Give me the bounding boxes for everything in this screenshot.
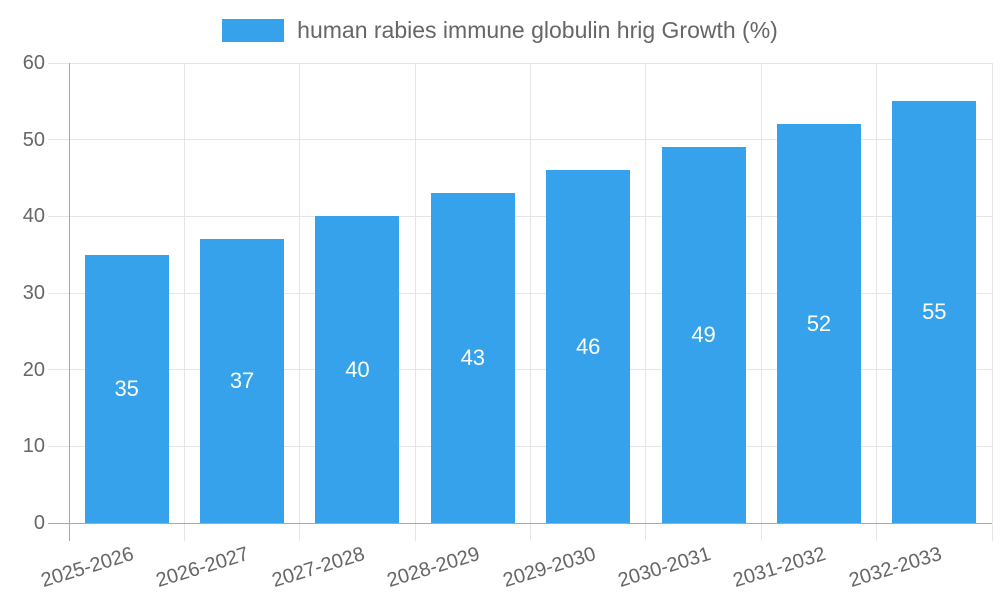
bar-value-label: 55 — [922, 299, 947, 325]
y-axis-tick-label: 10 — [22, 435, 45, 458]
x-axis-tick-mark — [645, 524, 647, 541]
gridline-vertical — [414, 63, 416, 523]
x-axis-tick-mark — [760, 524, 762, 541]
legend-label: human rabies immune globulin hrig Growth… — [297, 17, 778, 43]
x-axis-tick-label: 2030-2031 — [615, 542, 714, 592]
legend[interactable]: human rabies immune globulin hrig Growth… — [0, 16, 1000, 44]
y-axis-tick-label: 20 — [22, 358, 45, 381]
bar-value-label: 49 — [691, 322, 716, 348]
y-axis-tick-mark — [48, 292, 69, 294]
y-axis-tick-label: 60 — [22, 52, 45, 74]
x-axis-tick-mark — [530, 524, 531, 541]
bar[interactable]: 52 — [776, 124, 861, 523]
bar[interactable]: 46 — [546, 170, 631, 523]
x-axis-tick-label: 2027-2028 — [269, 542, 368, 592]
bar-value-label: 37 — [229, 368, 255, 394]
y-axis-tick-mark — [48, 62, 69, 64]
y-axis-tick-label: 0 — [33, 512, 45, 534]
x-axis-tick-label: 2031-2032 — [730, 542, 829, 592]
bar-value-label: 40 — [345, 356, 370, 382]
y-axis-tick-mark — [48, 445, 69, 447]
x-axis-tick-label: 2029-2030 — [500, 542, 598, 592]
bar-value-label: 46 — [575, 333, 601, 359]
y-axis-tick-mark — [48, 139, 69, 141]
bar[interactable]: 37 — [200, 239, 285, 523]
bar-value-label: 43 — [460, 345, 486, 371]
x-axis-tick-label: 2026-2027 — [153, 542, 252, 592]
x-axis-tick-mark — [299, 524, 301, 541]
x-axis-line — [48, 522, 992, 524]
legend-swatch-icon — [222, 18, 285, 42]
x-axis-tick-label: 2028-2029 — [384, 542, 483, 592]
gridline-vertical — [991, 63, 993, 523]
gridline-vertical — [760, 63, 762, 523]
y-axis-tick-mark — [48, 215, 69, 217]
bar[interactable]: 40 — [315, 216, 400, 523]
x-axis-tick-mark — [876, 524, 878, 541]
gridline-vertical — [183, 63, 185, 523]
y-axis-line — [68, 63, 70, 541]
x-axis-tick-mark — [183, 524, 185, 541]
bar-value-label: 35 — [114, 375, 139, 401]
gridline-vertical — [530, 63, 531, 523]
gridline-vertical — [876, 63, 878, 523]
bar[interactable]: 35 — [84, 254, 169, 523]
y-axis-tick-mark — [48, 369, 69, 371]
y-axis-tick-label: 40 — [22, 205, 45, 228]
x-axis-tick-mark — [991, 524, 993, 541]
y-axis-tick-label: 50 — [22, 128, 45, 151]
gridline-vertical — [299, 63, 301, 523]
y-axis-tick-label: 30 — [22, 282, 45, 304]
bar-value-label: 52 — [806, 310, 832, 336]
bar[interactable]: 55 — [892, 101, 977, 523]
x-axis-tick-label: 2025-2026 — [38, 542, 137, 592]
x-axis-tick-mark — [414, 524, 416, 541]
bar[interactable]: 43 — [430, 193, 515, 523]
x-axis-tick-label: 2032-2033 — [846, 542, 945, 592]
gridline-vertical — [645, 63, 647, 523]
bar[interactable]: 49 — [661, 147, 746, 523]
